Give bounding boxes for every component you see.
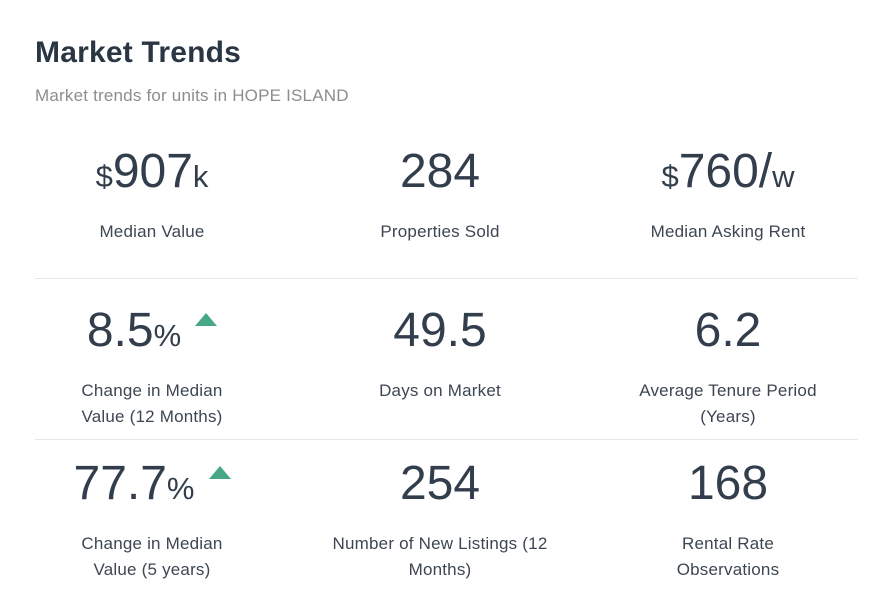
stat-label: Change in Median Value (5 years) [81, 534, 223, 579]
panel-header: Market Trends Market trends for units in… [0, 0, 880, 106]
stat-average-tenure-period: 6.2 Average Tenure Period (Years) [584, 305, 872, 430]
stat-label: Properties Sold [380, 222, 500, 241]
stat-label: Rental Rate Observations [676, 534, 780, 579]
stat-median-asking-rent: $760/w Median Asking Rent [584, 146, 872, 245]
value-suffix: k [192, 159, 209, 194]
stat-new-listings-12m: 254 Number of New Listings (12 Months) [296, 458, 584, 583]
stat-label: Median Value [99, 222, 205, 241]
page-title: Market Trends [35, 36, 242, 69]
stat-value: 284 [296, 146, 584, 203]
value-main: 760/ [678, 145, 773, 198]
stat-value: $760/w [584, 146, 872, 203]
stat-label: Change in Median Value (12 Months) [81, 381, 223, 426]
value-main: 8.5 [86, 304, 154, 357]
value-prefix: $ [95, 159, 113, 194]
stat-value: 8.5% [8, 305, 296, 362]
value-suffix: % [153, 318, 182, 353]
stat-label: Days on Market [379, 381, 501, 400]
value-suffix: w [772, 159, 795, 194]
stat-value: 254 [296, 458, 584, 515]
stat-change-median-value-12m: 8.5% Change in Median Value (12 Months) [8, 305, 296, 430]
stat-label: Median Asking Rent [650, 222, 806, 241]
stat-rental-rate-observations: 168 Rental Rate Observations [584, 458, 872, 583]
stat-days-on-market: 49.5 Days on Market [296, 305, 584, 430]
stat-value: $907k [8, 146, 296, 203]
value-main: 77.7 [73, 457, 167, 510]
stat-value: 49.5 [296, 305, 584, 362]
stat-properties-sold: 284 Properties Sold [296, 146, 584, 245]
value-main: 168 [687, 457, 769, 510]
value-main: 907 [112, 145, 193, 198]
page-subtitle: Market trends for units in HOPE ISLAND [35, 86, 349, 105]
trend-up-icon [208, 466, 231, 479]
stat-change-median-value-5y: 77.7% Change in Median Value (5 years) [8, 458, 296, 583]
value-main: 284 [399, 145, 481, 198]
stat-row-2: 8.5% Change in Median Value (12 Months) … [0, 279, 880, 439]
value-prefix: $ [661, 159, 679, 194]
stat-value: 168 [584, 458, 872, 515]
stat-value: 6.2 [584, 305, 872, 362]
stat-label: Average Tenure Period (Years) [639, 381, 817, 426]
stat-value: 77.7% [8, 458, 296, 515]
stat-median-value: $907k Median Value [8, 146, 296, 245]
value-main: 254 [399, 457, 481, 510]
stat-label: Number of New Listings (12 Months) [332, 534, 548, 579]
row-divider [35, 439, 858, 440]
value-main: 6.2 [694, 304, 762, 357]
stat-row-3: 77.7% Change in Median Value (5 years) 2… [0, 440, 880, 593]
stat-row-1: $907k Median Value 284 Properties Sold $… [0, 106, 880, 278]
value-main: 49.5 [393, 304, 487, 357]
value-suffix: % [166, 471, 195, 506]
row-divider [35, 278, 858, 279]
trend-up-icon [195, 313, 218, 326]
